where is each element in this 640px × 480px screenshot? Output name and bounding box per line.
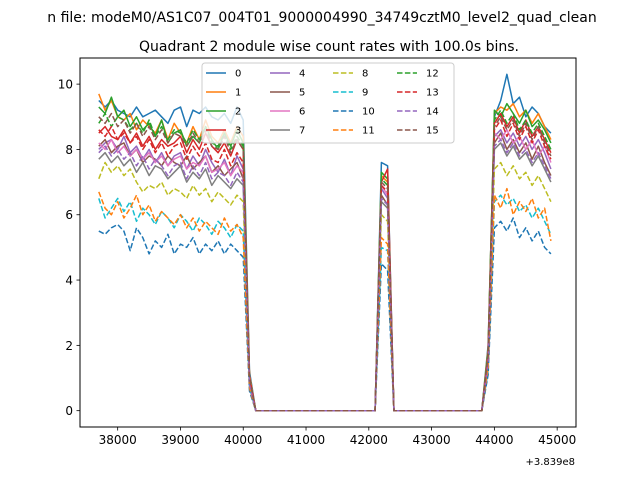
plot-frame (79, 57, 577, 428)
legend-label-8: 8 (362, 69, 368, 80)
legend-label-11: 11 (362, 126, 375, 137)
figure-suptitle: n file: modeM0/AS1C07_004T01_9000004990_… (47, 10, 596, 26)
legend-label-12: 12 (426, 69, 439, 80)
x-tick-label: 44000 (475, 433, 513, 447)
legend-label-1: 1 (235, 88, 241, 99)
y-tick-label: 8 (65, 143, 73, 157)
y-tick-label: 10 (58, 78, 73, 92)
series-line-14 (98, 138, 552, 412)
y-tick-label: 6 (65, 208, 73, 222)
x-offset-text: +3.839e8 (525, 457, 575, 468)
x-tick-label: 45000 (538, 433, 576, 447)
legend-box (201, 62, 455, 144)
y-tick-label: 4 (65, 274, 73, 288)
legend-label-4: 4 (299, 69, 305, 80)
legend-label-2: 2 (235, 107, 241, 118)
y-tick-label: 0 (65, 404, 73, 418)
legend-label-13: 13 (426, 88, 439, 99)
series-layer (98, 73, 552, 412)
legend-label-5: 5 (299, 88, 305, 99)
x-tick-label: 43000 (413, 433, 451, 447)
series-line-15 (98, 112, 552, 412)
axes-layer: 38000 39000 40000 41000 42000 43000 44000 45000… (58, 78, 577, 447)
x-tick-label: 40000 (224, 433, 262, 447)
legend-label-6: 6 (299, 107, 305, 118)
legend-label-9: 9 (362, 88, 368, 99)
y-tick-label: 2 (65, 339, 73, 353)
x-tick-label: 38000 (99, 433, 137, 447)
legend-label-3: 3 (235, 126, 241, 137)
chart-title: Quadrant 2 module wise count rates with … (139, 39, 519, 55)
x-tick-label: 39000 (161, 433, 199, 447)
x-tick-label: 42000 (350, 433, 388, 447)
legend-label-0: 0 (235, 69, 241, 80)
legend-label-14: 14 (426, 107, 439, 118)
x-tick-label: 41000 (287, 433, 325, 447)
legend-label-10: 10 (362, 107, 375, 118)
legend-label-15: 15 (426, 126, 439, 137)
legend-label-7: 7 (299, 126, 305, 137)
